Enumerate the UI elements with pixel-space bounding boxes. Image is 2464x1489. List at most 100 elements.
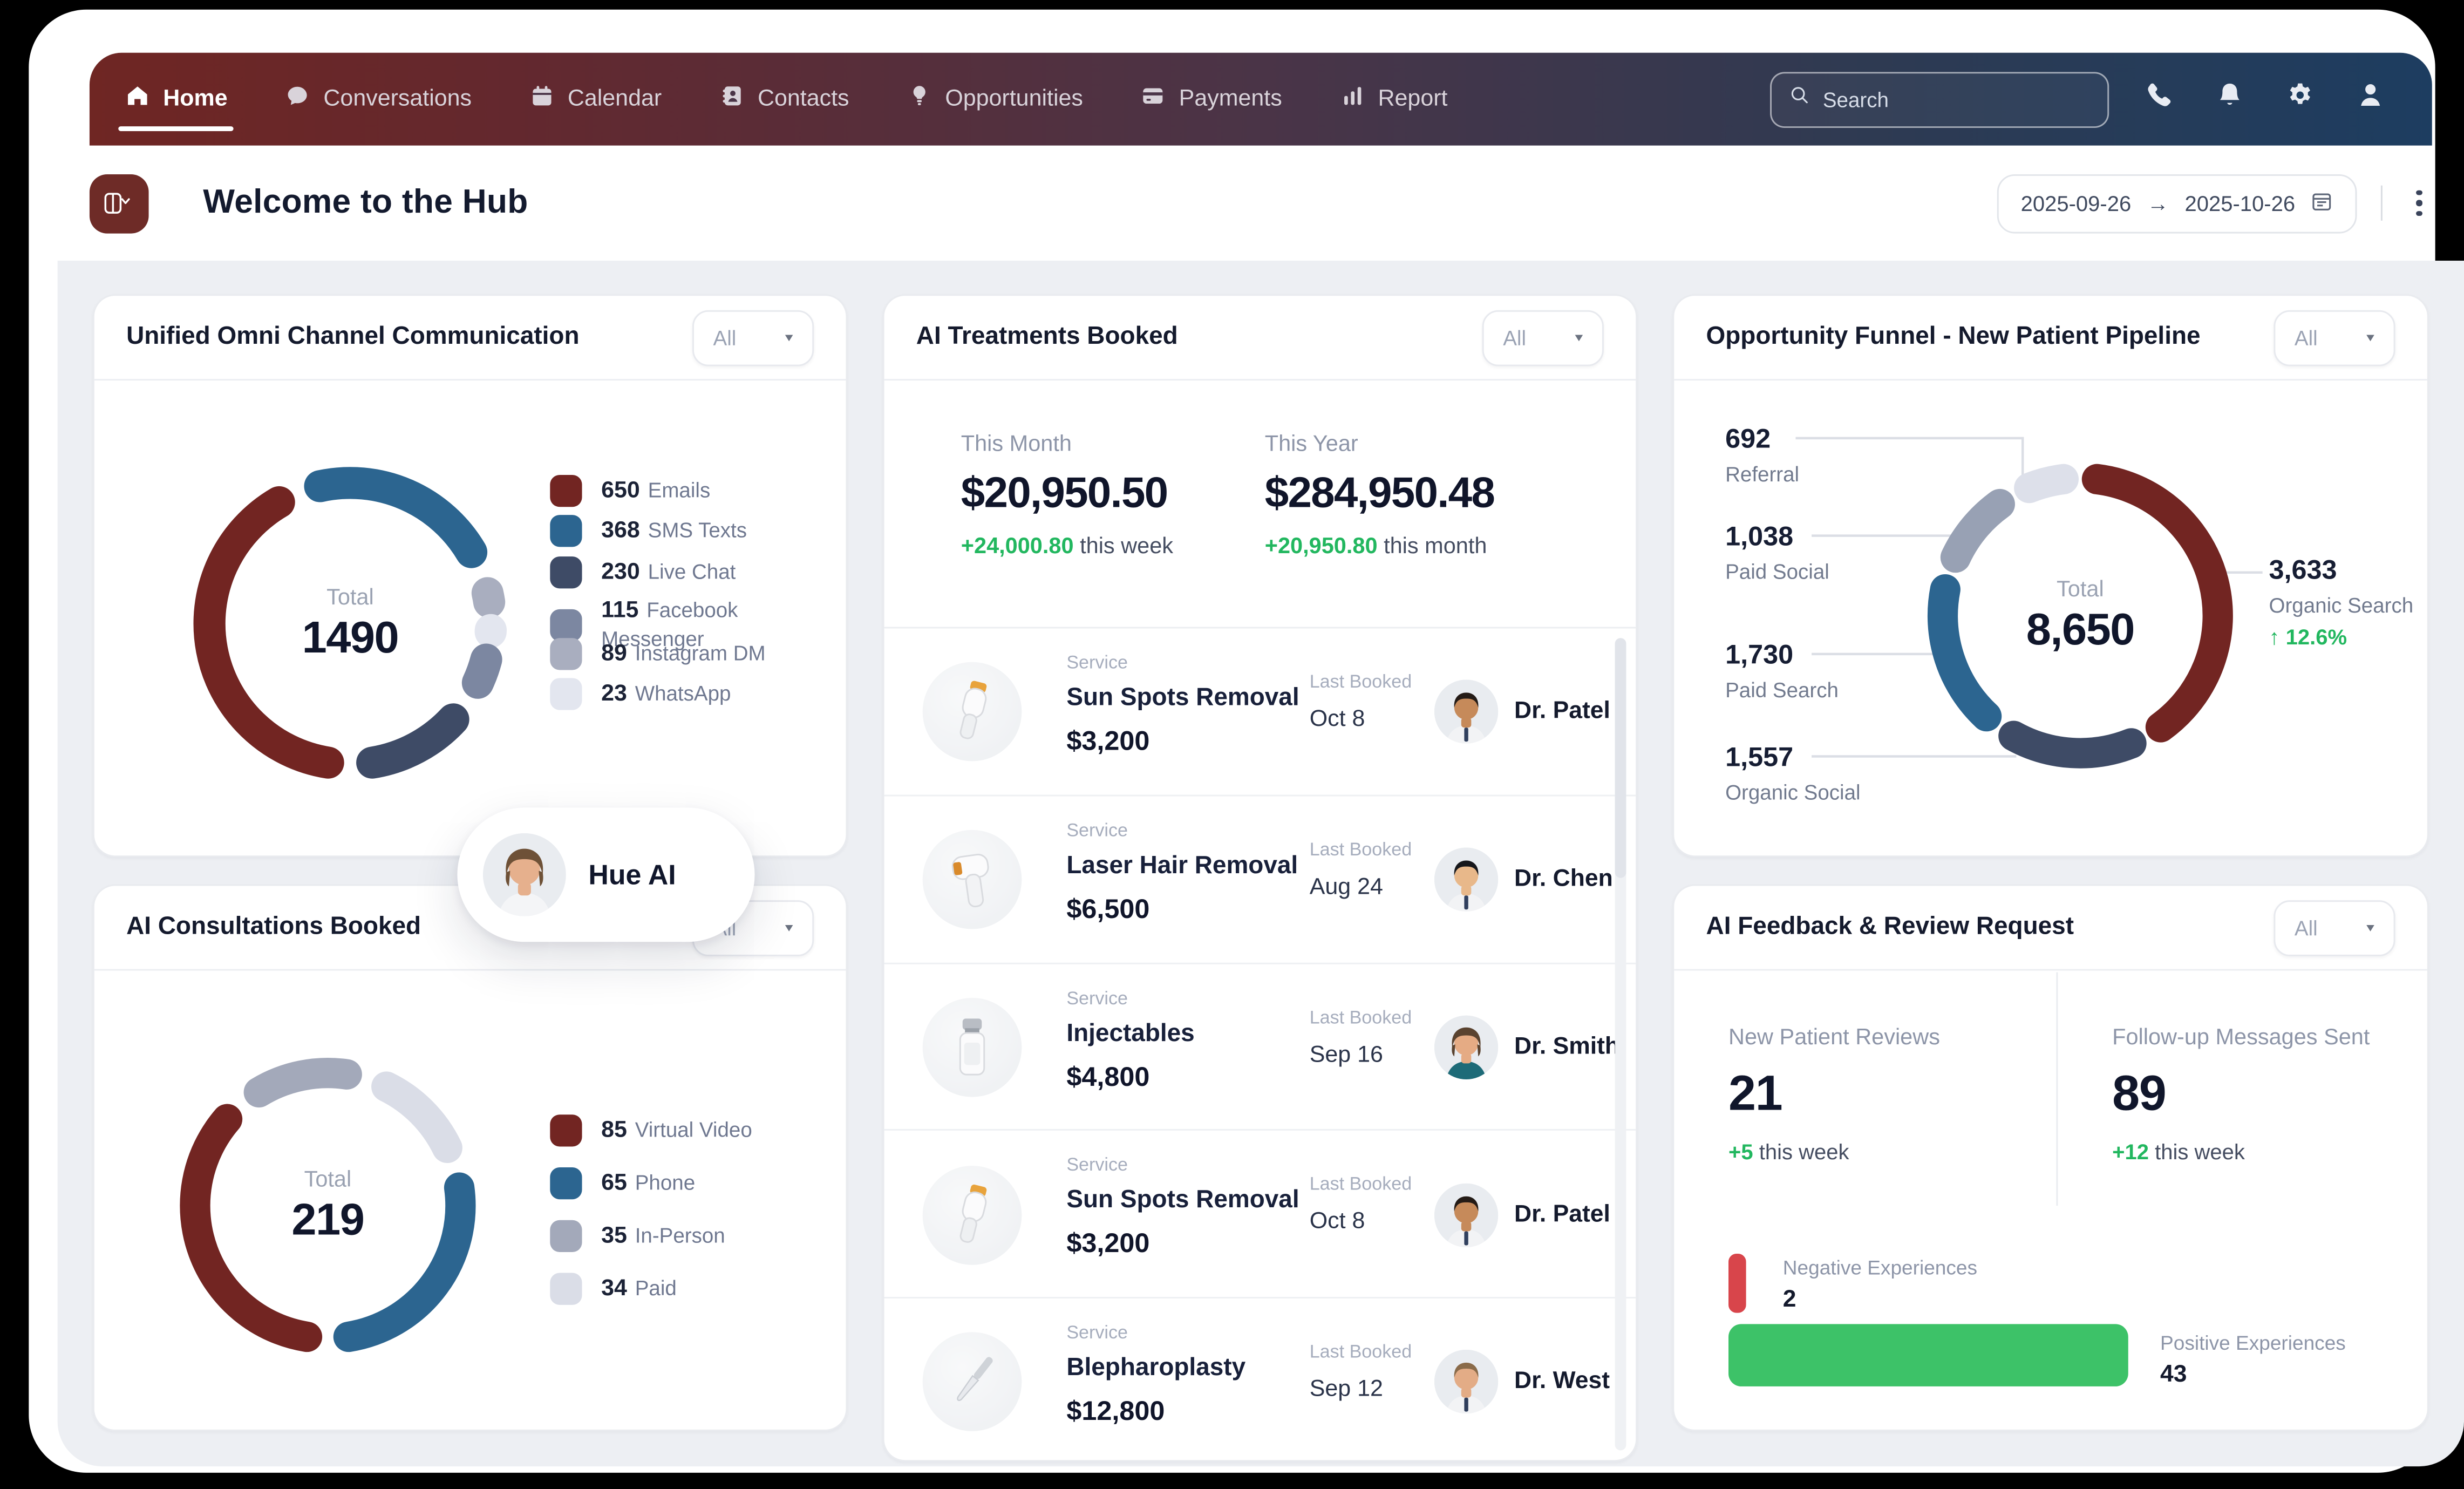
gear-button[interactable] — [2272, 72, 2326, 126]
last-booked-info: Last Booked Aug 24 — [1309, 841, 1412, 901]
nav-item-home[interactable]: Home — [118, 53, 235, 146]
credit-card-icon — [1141, 83, 1166, 115]
bell-button[interactable] — [2202, 72, 2256, 126]
legend-swatch — [550, 515, 582, 548]
positive-experiences-label: Positive Experiences 43 — [2160, 1332, 2346, 1388]
service-image — [922, 997, 1022, 1097]
bell-icon — [2214, 80, 2244, 118]
nav-item-opportunities[interactable]: Opportunities — [907, 53, 1083, 146]
arrow-right-icon: → — [2147, 191, 2169, 215]
feedback-stats-divider — [2056, 972, 2058, 1206]
omni-donut-chart — [193, 467, 507, 779]
hue-ai-badge[interactable]: Hue AI — [457, 807, 755, 942]
layout-switcher-button[interactable] — [89, 173, 149, 233]
nav-items: Home Conversations Calendar Contacts Opportu… — [118, 53, 1447, 146]
top-navbar: Home Conversations Calendar Contacts Opportu… — [89, 52, 2432, 146]
kebab-menu-button[interactable] — [2407, 183, 2432, 223]
treatment-row-3[interactable]: Service Injectables $4,800 Last Booked Sep 1… — [884, 962, 1636, 1131]
nav-item-contacts[interactable]: Contacts — [719, 53, 849, 146]
doctor-name: Dr. Chen — [1514, 866, 1613, 893]
doctor-name: Dr. Patel — [1514, 1200, 1610, 1228]
treatment-row-4[interactable]: Service Sun Spots Removal $3,200 Last Booke… — [884, 1129, 1636, 1298]
stat-this-year: This Year $284,950.48 +20,950.80 this mo… — [1264, 430, 1495, 559]
legend-swatch — [550, 556, 582, 588]
page-title: Welcome to the Hub — [203, 183, 528, 221]
feedback-filter-select[interactable]: All ▾ — [2274, 899, 2395, 956]
funnel-filter-select[interactable]: All ▾ — [2274, 309, 2395, 366]
service-image — [922, 662, 1022, 761]
stat-followup-messages: Follow-up Messages Sent 89 +12 this week — [2112, 1023, 2370, 1165]
legend-swatch — [550, 1167, 582, 1200]
hue-ai-label: Hue AI — [588, 858, 676, 890]
consultations-donut-chart — [180, 1058, 476, 1352]
legend-swatch — [550, 609, 582, 642]
search-input[interactable]: Search — [1770, 71, 2109, 127]
nav-right-cluster: Search — [1770, 71, 2397, 127]
service-info: Service Blepharoplasty $12,800 — [1066, 1324, 1246, 1426]
stat-new-patient-reviews: New Patient Reviews 21 +5 this week — [1728, 1023, 1940, 1165]
treatment-row-2[interactable]: Service Laser Hair Removal $6,500 Last Book… — [884, 794, 1636, 964]
treatment-row-5[interactable]: Service Blepharoplasty $12,800 Last Booked S… — [884, 1296, 1636, 1466]
user-button[interactable] — [2343, 72, 2397, 126]
nav-item-conversations[interactable]: Conversations — [285, 53, 472, 146]
treatments-filter-select[interactable]: All ▾ — [1482, 309, 1604, 366]
card-feedback-title: AI Feedback & Review Request — [1706, 913, 2074, 941]
card-consultations-title: AI Consultations Booked — [126, 913, 421, 941]
service-info: Service Injectables $4,800 — [1066, 989, 1195, 1092]
legend-swatch — [550, 678, 582, 710]
nav-item-report[interactable]: Report — [1339, 53, 1447, 146]
home-icon — [125, 83, 150, 115]
last-booked-info: Last Booked Sep 16 — [1309, 1008, 1412, 1068]
last-booked-info: Last Booked Oct 8 — [1309, 672, 1412, 732]
service-image — [922, 830, 1022, 930]
date-range-picker[interactable]: 2025-09-26 → 2025-10-26 — [1997, 173, 2358, 233]
page-header: Welcome to the Hub 2025-09-26 → 2025-10-… — [89, 146, 2432, 261]
card-treatments: AI Treatments Booked All ▾ This Month $20… — [882, 294, 1638, 1462]
user-icon — [2354, 80, 2385, 118]
phone-button[interactable] — [2132, 72, 2186, 126]
legend-item-sms-texts: 368 SMS Texts — [550, 515, 747, 548]
search-placeholder: Search — [1822, 87, 1889, 111]
legend-item-live-chat: 230 Live Chat — [550, 556, 736, 588]
date-to: 2025-10-26 — [2184, 191, 2296, 215]
header-divider — [2381, 185, 2384, 221]
doctor-avatar — [1434, 1182, 1499, 1247]
funnel-callout-referral: 692 Referral — [1725, 424, 1800, 486]
date-from: 2025-09-26 — [2020, 191, 2132, 215]
legend-item-in-person: 35 In-Person — [550, 1220, 725, 1253]
funnel-callout-paid-social: 1,038 Paid Social — [1725, 521, 1829, 584]
doctor-name: Dr. Patel — [1514, 697, 1610, 724]
stat-this-month: This Month $20,950.50 +24,000.80 this we… — [961, 430, 1174, 559]
contacts-icon — [719, 83, 745, 115]
card-funnel-title: Opportunity Funnel - New Patient Pipelin… — [1706, 323, 2201, 350]
omni-filter-select[interactable]: All ▾ — [692, 309, 814, 366]
funnel-callout-paid-search: 1,730 Paid Search — [1725, 640, 1839, 702]
card-omni-channel: Unified Omni Channel Communication All ▾ … — [92, 294, 848, 858]
funnel-callout-organic-social: 1,557 Organic Social — [1725, 742, 1861, 805]
legend-item-paid: 34 Paid — [550, 1273, 677, 1305]
phone-icon — [2143, 80, 2174, 118]
doctor-name: Dr. Smith — [1514, 1033, 1620, 1060]
treatment-row-1[interactable]: Service Sun Spots Removal $3,200 Last Booke… — [884, 628, 1636, 795]
service-info: Service Sun Spots Removal $3,200 — [1066, 653, 1299, 756]
search-icon — [1789, 85, 1810, 113]
legend-item-virtual-video: 85 Virtual Video — [550, 1114, 752, 1147]
doctor-avatar — [1434, 1015, 1499, 1079]
legend-swatch — [550, 1220, 582, 1253]
nav-item-calendar[interactable]: Calendar — [529, 53, 662, 146]
funnel-highlight: 3,633 Organic Search ↑ 12.6% — [2269, 555, 2414, 649]
legend-item-emails: 650 Emails — [550, 475, 710, 507]
legend-item-phone: 65 Phone — [550, 1167, 695, 1200]
positive-experiences-bar — [1728, 1324, 2128, 1386]
nav-item-payments[interactable]: Payments — [1141, 53, 1282, 146]
nav-action-icons — [2132, 72, 2397, 126]
card-feedback: AI Feedback & Review Request All ▾ New Pa… — [1672, 884, 2429, 1431]
card-consultations: AI Consultations Booked All▾ Total 219 8… — [92, 884, 848, 1431]
service-info: Service Sun Spots Removal $3,200 — [1066, 1157, 1299, 1259]
card-treatments-title: AI Treatments Booked — [916, 323, 1178, 350]
treatments-scrollbar[interactable] — [1615, 638, 1626, 1451]
calendar-icon — [2311, 189, 2333, 216]
doctor-avatar — [1434, 848, 1499, 913]
negative-experiences-label: Negative Experiences 2 — [1782, 1256, 1978, 1313]
